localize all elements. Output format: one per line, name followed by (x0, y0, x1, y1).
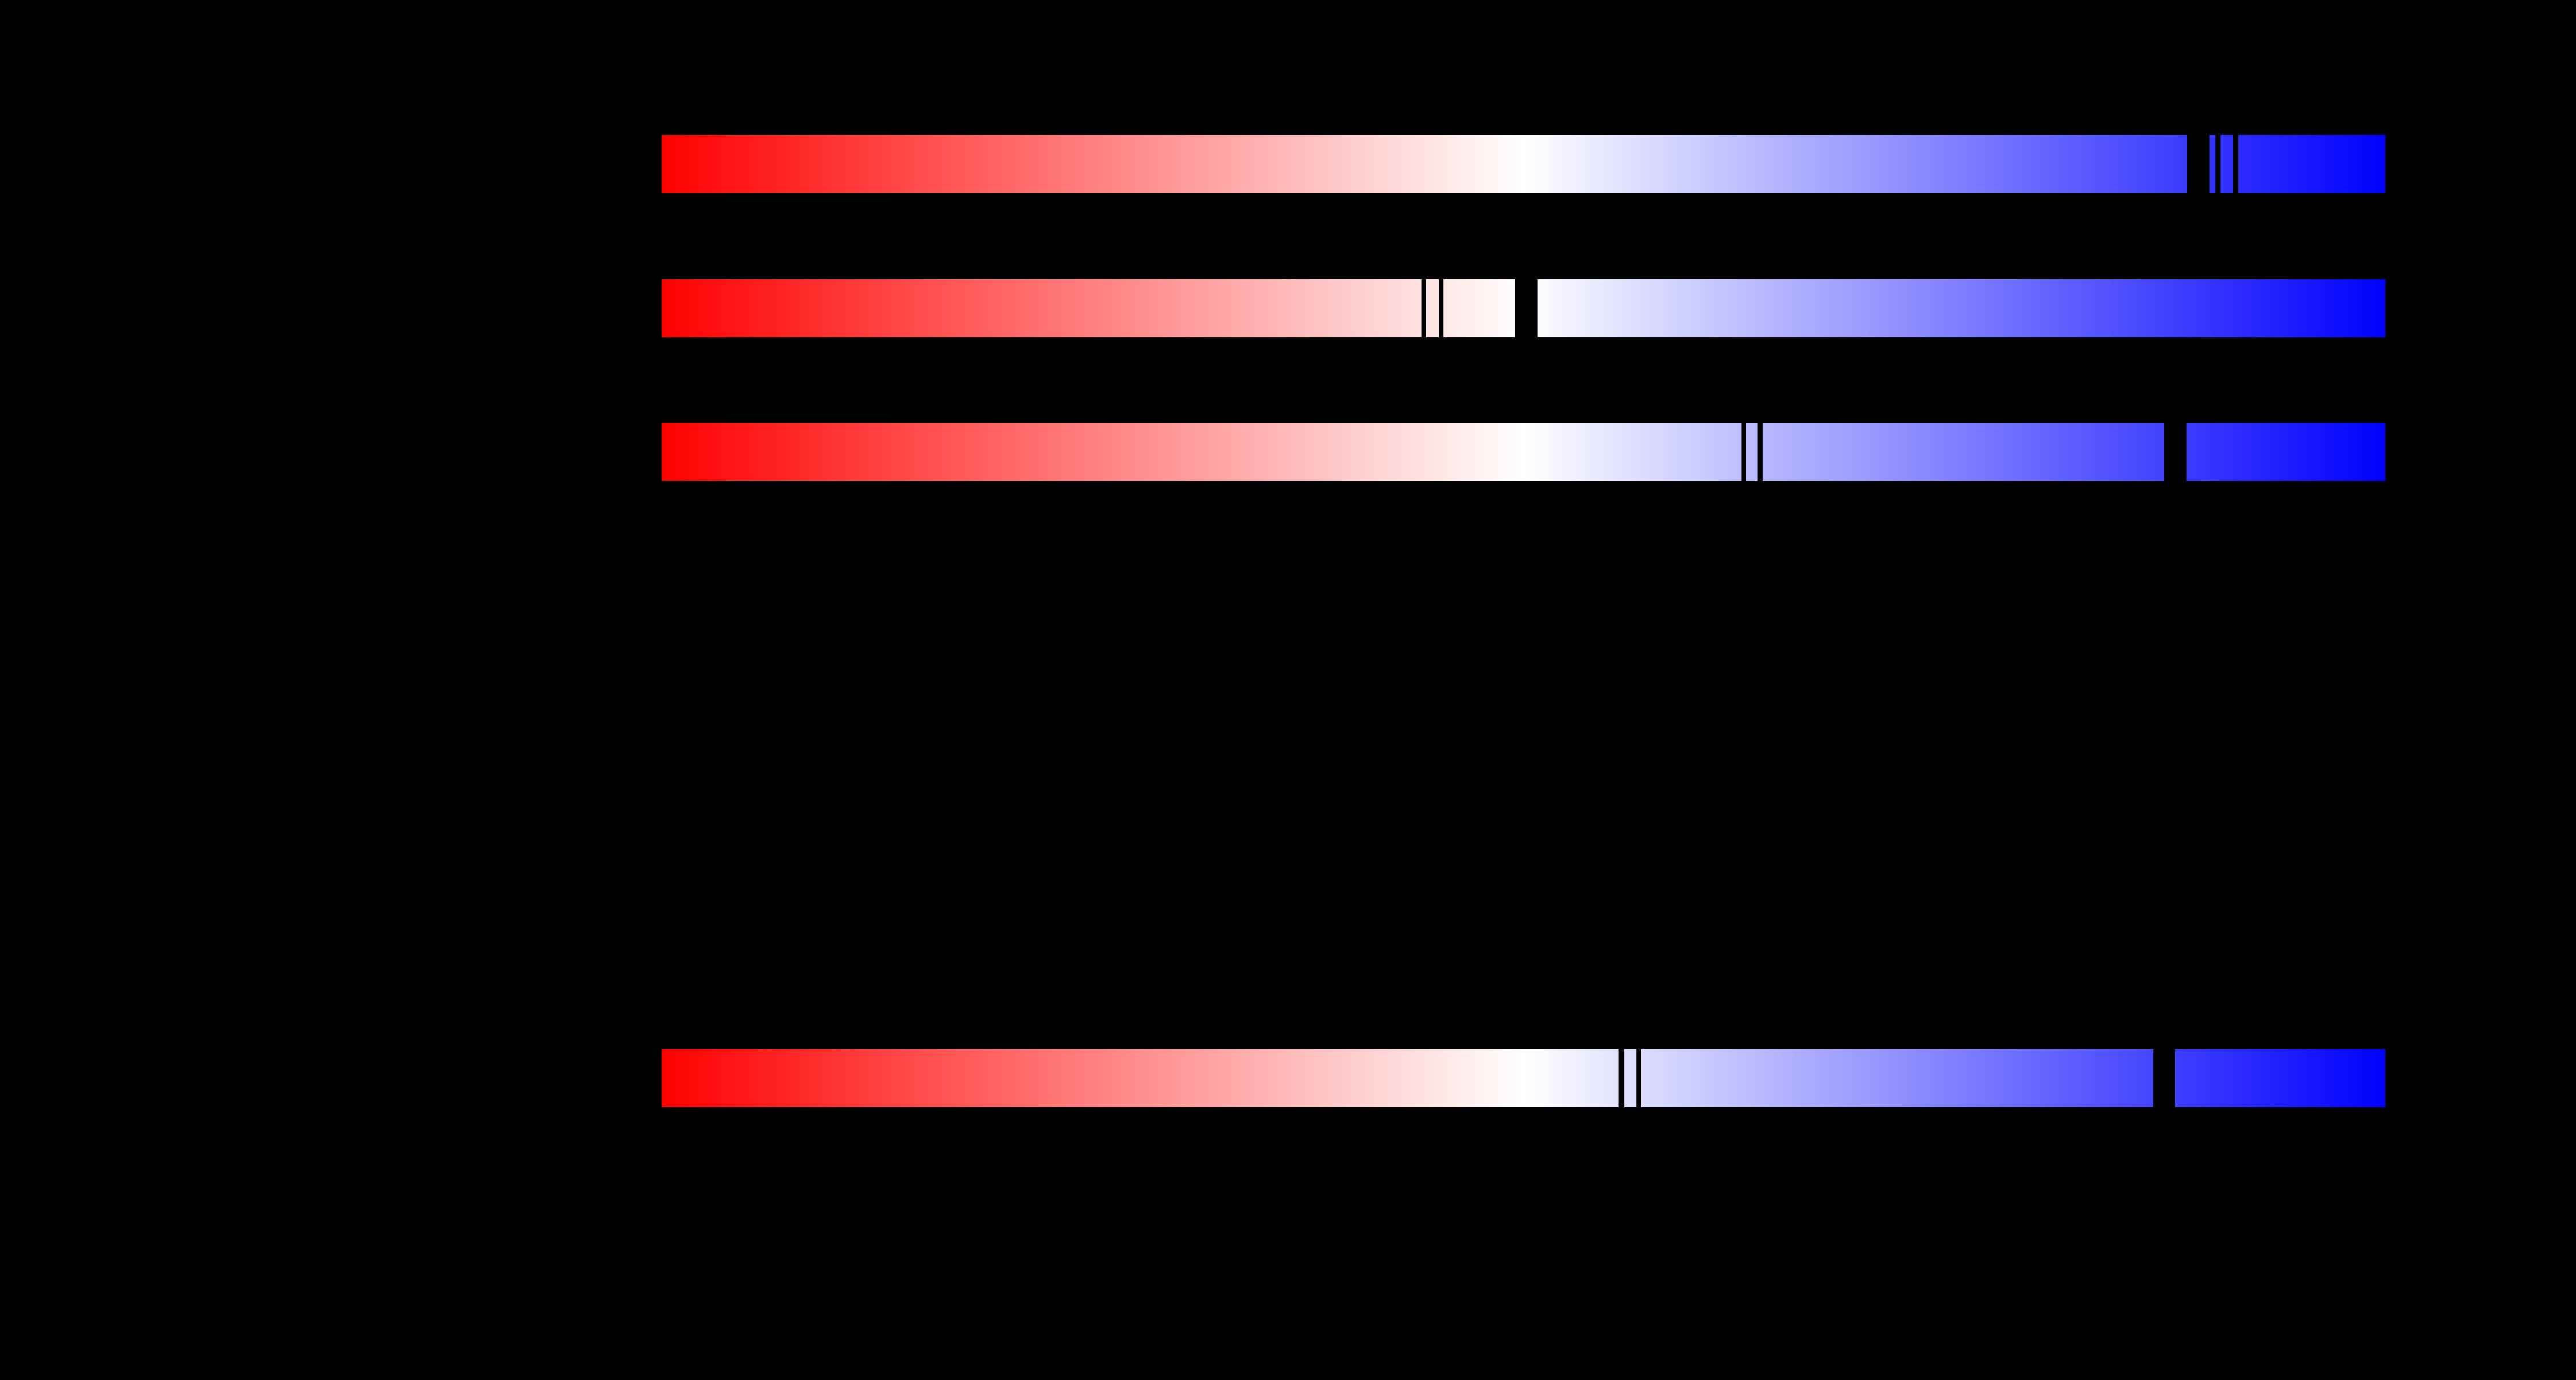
colorbar-segment-fill (1624, 1049, 1636, 1107)
colorbar-segment-fill (2187, 423, 2385, 481)
colorbar-row (0, 423, 2576, 481)
colorbar-row (0, 135, 2576, 193)
colorbar-segment-fill (1641, 1049, 2153, 1107)
colorbar-segment (1624, 1049, 1636, 1107)
colorbar-segment-fill (2210, 135, 2215, 193)
colorbar-segment (1763, 423, 2164, 481)
colorbar-segment (662, 279, 1422, 337)
colorbar-segment (2238, 135, 2385, 193)
colorbar-segment (1641, 1049, 2153, 1107)
colorbar-row (0, 1049, 2576, 1107)
colorbar-segment (2187, 423, 2385, 481)
colorbar-segment (662, 1049, 1619, 1107)
colorbar-segment-fill (662, 135, 2187, 193)
colorbar-segment-fill (1763, 423, 2164, 481)
colorbar-segment-fill (1443, 279, 1515, 337)
colorbar-segment (2175, 1049, 2385, 1107)
colorbar-segment (2210, 135, 2215, 193)
colorbar-segment (662, 135, 2187, 193)
colorbar-segment-fill (662, 1049, 1619, 1107)
colorbar-segment (1443, 279, 1515, 337)
colorbar-segment-fill (1538, 279, 2385, 337)
colorbar-segment-fill (2238, 135, 2385, 193)
colorbar-segment-fill (1746, 423, 1758, 481)
colorbar-segment (1426, 279, 1439, 337)
colorbar-segment-fill (2220, 135, 2233, 193)
colorbar-segment (1538, 279, 2385, 337)
colorbar-segment-fill (662, 279, 1422, 337)
colorbar-segment-fill (2175, 1049, 2385, 1107)
colorbar-segment (1746, 423, 1758, 481)
colorbar-segment (2220, 135, 2233, 193)
colorbar-segment-fill (662, 423, 1741, 481)
colorbar-row (0, 279, 2576, 337)
colorbar-segment-fill (1426, 279, 1439, 337)
colorbar-segment (662, 423, 1741, 481)
